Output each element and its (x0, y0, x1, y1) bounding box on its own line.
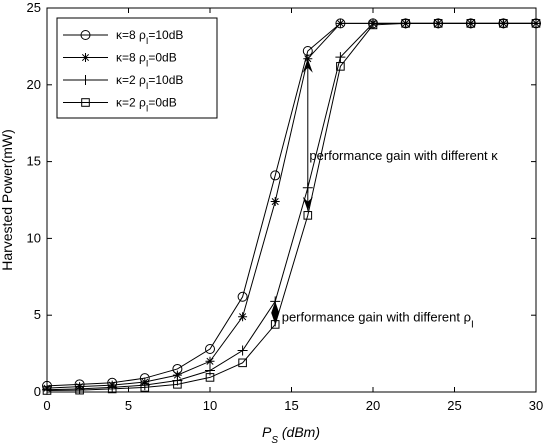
y-tick-label: 0 (34, 384, 41, 399)
data-point (42, 386, 52, 395)
axis-ticks: 0 5 10 15 20 25 30 0 5 10 15 20 25 (27, 0, 544, 413)
series-layer (42, 18, 541, 395)
legend-marker (80, 30, 91, 40)
annotation-arrow-head (302, 58, 313, 73)
annotation-2: performance gain with different ρI (271, 299, 474, 330)
data-point (466, 19, 476, 28)
data-point (238, 358, 247, 368)
legend: κ=8 ρI=10dB κ=8 ρI=0dB κ=2 ρI=10dB κ=2 ρI=0… (56, 17, 218, 119)
x-axis-title: PS (dBm) (262, 424, 320, 446)
data-point (335, 18, 345, 28)
x-tick-label: 5 (125, 398, 132, 413)
data-point (401, 19, 410, 28)
legend-item: κ=8 ρI=10dB (63, 28, 183, 46)
x-tick-label: 15 (284, 398, 298, 413)
legend-item: κ=2 ρI=10dB (63, 73, 183, 91)
y-tick-label: 10 (27, 230, 41, 245)
data-point (336, 62, 345, 71)
y-axis-title: Harvested Power(mW) (0, 129, 15, 271)
data-point (75, 385, 84, 395)
data-point (205, 373, 215, 382)
legend-marker (81, 98, 90, 107)
legend-item: κ=8 ρI=0dB (63, 51, 177, 69)
y-tick-label: 5 (34, 307, 41, 322)
x-tick-label: 30 (529, 398, 543, 413)
annotation-text: performance gain with different κ (309, 148, 498, 163)
data-point (140, 383, 150, 392)
data-point (531, 19, 541, 28)
annotation-1: performance gain with different κ (302, 58, 498, 211)
data-point (205, 343, 215, 354)
data-point (172, 370, 182, 380)
legend-marker (80, 75, 91, 85)
data-point (433, 19, 443, 28)
x-tick-label: 25 (447, 398, 461, 413)
data-point (270, 197, 280, 207)
annotations: performance gain with different κ perform… (271, 58, 498, 330)
legend-item: κ=2 ρI=0dB (63, 96, 177, 114)
legend-label: κ=8 ρI=0dB (116, 51, 177, 69)
data-point (237, 291, 248, 302)
series-line (46, 22, 536, 391)
legend-label: κ=2 ρI=0dB (116, 96, 177, 114)
x-tick-label: 0 (43, 398, 50, 413)
y-tick-label: 25 (27, 0, 41, 15)
annotation-arrow-head (302, 196, 313, 211)
x-tick-label: 20 (366, 398, 380, 413)
legend-label: κ=8 ρI=10dB (116, 28, 183, 46)
data-point (499, 19, 508, 28)
data-point (238, 312, 248, 322)
data-point (368, 20, 378, 30)
data-point (335, 52, 346, 63)
data-point (173, 380, 182, 389)
data-point (107, 384, 117, 394)
data-point (237, 345, 248, 356)
annotation-text: performance gain with different ρI (282, 309, 474, 330)
x-tick-label: 10 (203, 398, 217, 413)
data-point (303, 211, 313, 220)
legend-label: κ=2 ρI=10dB (116, 73, 183, 91)
legend-marker (81, 53, 90, 62)
y-tick-label: 15 (27, 154, 41, 169)
y-tick-label: 20 (27, 77, 41, 92)
data-point (205, 356, 215, 366)
data-point (270, 170, 281, 181)
